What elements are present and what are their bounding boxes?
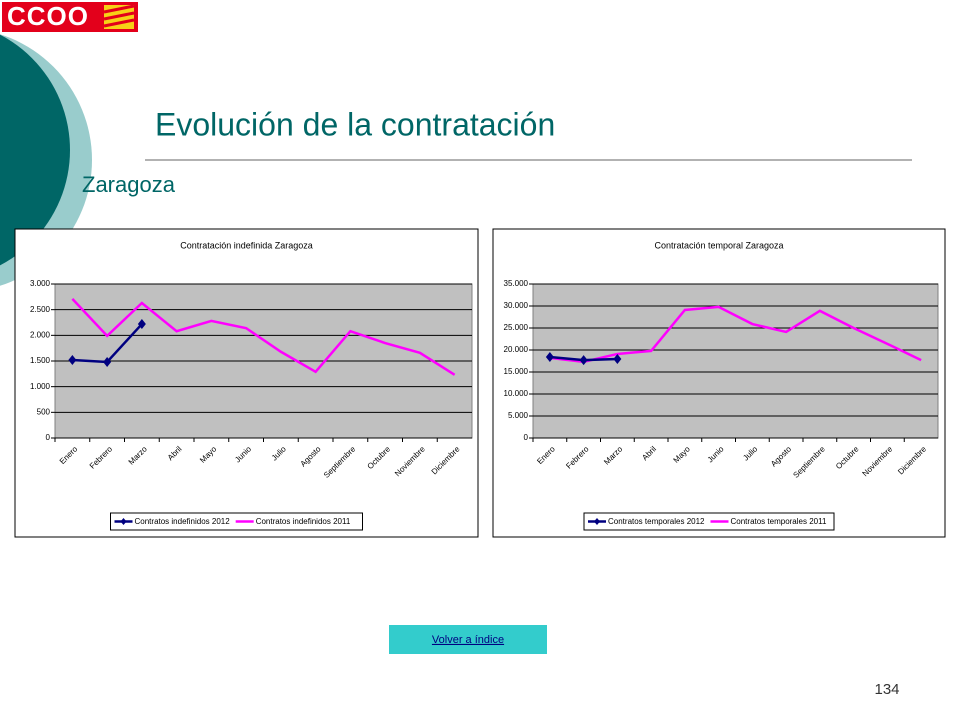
- y-tick-label: 3.000: [30, 279, 51, 288]
- series-marker: [103, 357, 112, 368]
- y-tick-label: 5.000: [508, 411, 529, 420]
- series-line: [71, 298, 456, 376]
- y-tick-label: 30.000: [504, 301, 529, 310]
- plot-area: [532, 283, 939, 439]
- series-marker: [613, 354, 622, 365]
- legend-label: Contratos temporales 2012: [608, 517, 705, 526]
- y-tick-label: 25.000: [504, 323, 529, 332]
- button-bg[interactable]: [389, 625, 547, 654]
- decor-circle: [0, 34, 70, 266]
- legend-label: Contratos indefinidos 2012: [135, 517, 231, 526]
- logo-flag: [103, 4, 135, 29]
- y-tick-label: 2.000: [30, 330, 51, 339]
- legend-marker: [594, 518, 600, 525]
- legend-label: Contratos temporales 2011: [731, 517, 827, 526]
- y-tick-label: 15.000: [504, 367, 529, 376]
- chart-title: Contratación temporal Zaragoza: [654, 240, 783, 250]
- y-tick-label: 35.000: [504, 279, 529, 288]
- y-tick-label: 0: [524, 433, 529, 442]
- series-line: [549, 305, 922, 364]
- page-number: 134: [874, 681, 899, 698]
- y-tick-label: 10.000: [504, 389, 529, 398]
- series-marker: [545, 352, 554, 363]
- legend-box: [583, 512, 835, 531]
- y-tick-label: 1.000: [30, 382, 51, 391]
- series-marker: [68, 354, 77, 365]
- slide-title: Evolución de la contratación: [155, 106, 555, 142]
- y-tick-label: 2.500: [30, 305, 51, 314]
- subtitle: Zaragoza: [82, 172, 176, 197]
- back-link[interactable]: Volver a índice: [432, 634, 504, 646]
- legend-label: Contratos indefinidos 2011: [256, 517, 351, 526]
- chart-title: Contratación indefinida Zaragoza: [180, 240, 313, 250]
- y-tick-label: 20.000: [504, 345, 529, 354]
- logo-text: CCOO: [7, 1, 89, 31]
- legend-marker: [120, 518, 127, 525]
- y-tick-label: 0: [46, 433, 51, 442]
- series-marker: [579, 355, 588, 366]
- series-marker: [137, 319, 146, 330]
- y-tick-label: 500: [37, 407, 51, 416]
- y-tick-label: 1.500: [30, 356, 51, 365]
